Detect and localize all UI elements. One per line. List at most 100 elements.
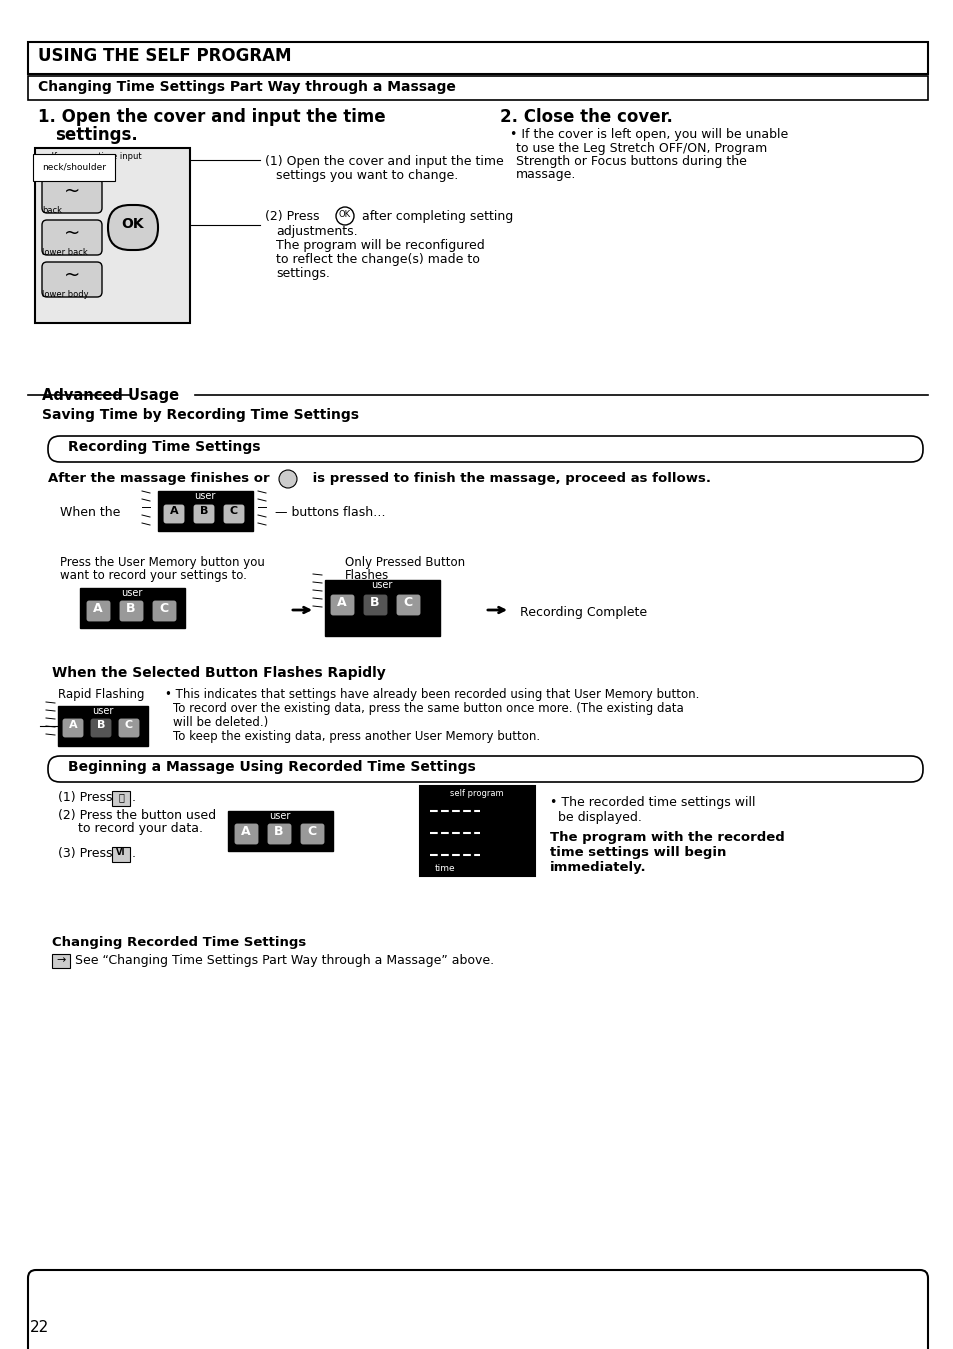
Text: Advanced Usage: Advanced Usage [42, 389, 179, 403]
FancyBboxPatch shape [48, 755, 923, 782]
Text: lower body: lower body [42, 290, 89, 299]
Text: B: B [370, 596, 379, 608]
Text: to use the Leg Stretch OFF/ON, Program: to use the Leg Stretch OFF/ON, Program [516, 142, 766, 155]
Text: C: C [159, 602, 169, 615]
FancyBboxPatch shape [233, 823, 258, 844]
Text: is pressed to finish the massage, proceed as follows.: is pressed to finish the massage, procee… [308, 472, 710, 486]
Text: B: B [126, 602, 135, 615]
Text: When the: When the [60, 506, 120, 519]
Text: massage.: massage. [516, 169, 576, 181]
Bar [419, 786, 535, 876]
Bar [58, 706, 148, 746]
Text: The program will be reconfigured: The program will be reconfigured [275, 239, 484, 252]
Bar [228, 811, 333, 851]
Bar [52, 954, 70, 969]
Text: after completing setting: after completing setting [357, 210, 513, 223]
Text: — buttons flash…: — buttons flash… [274, 506, 385, 519]
Text: Press the User Memory button you: Press the User Memory button you [60, 556, 265, 569]
Text: A: A [69, 720, 77, 730]
FancyBboxPatch shape [90, 718, 112, 738]
Text: Recording Complete: Recording Complete [519, 606, 646, 619]
FancyBboxPatch shape [28, 1269, 927, 1349]
Text: OK: OK [338, 210, 351, 219]
Text: want to record your settings to.: want to record your settings to. [60, 569, 247, 581]
Text: time settings will begin: time settings will begin [550, 846, 725, 859]
Text: (1) Press: (1) Press [58, 791, 116, 804]
FancyBboxPatch shape [108, 205, 158, 250]
Text: B: B [274, 826, 283, 838]
Text: ⏻: ⏻ [118, 792, 124, 803]
Text: to record your data.: to record your data. [58, 822, 203, 835]
Text: ~: ~ [64, 224, 80, 243]
Text: • The recorded time settings will
  be displayed.: • The recorded time settings will be dis… [550, 796, 755, 824]
Text: →: → [56, 955, 66, 965]
Text: self program: self program [450, 789, 503, 799]
Text: 22: 22 [30, 1321, 50, 1336]
FancyBboxPatch shape [163, 505, 185, 523]
Text: To keep the existing data, press another User Memory button.: To keep the existing data, press another… [172, 730, 539, 743]
Text: Beginning a Massage Using Recorded Time Settings: Beginning a Massage Using Recorded Time … [68, 759, 476, 774]
Text: Rapid Flashing: Rapid Flashing [58, 688, 144, 701]
Text: C: C [230, 506, 238, 517]
Text: Saving Time by Recording Time Settings: Saving Time by Recording Time Settings [42, 407, 358, 422]
Text: OK: OK [122, 217, 144, 231]
Bar [112, 791, 130, 805]
Text: lower back: lower back [42, 248, 88, 258]
Text: settings.: settings. [275, 267, 330, 281]
Text: A: A [93, 602, 103, 615]
Text: USING THE SELF PROGRAM: USING THE SELF PROGRAM [38, 47, 292, 65]
Bar [112, 847, 130, 862]
FancyBboxPatch shape [42, 178, 102, 213]
FancyBboxPatch shape [363, 594, 388, 616]
FancyBboxPatch shape [62, 718, 84, 738]
Text: Recording Time Settings: Recording Time Settings [68, 440, 260, 455]
Text: Strength or Focus buttons during the: Strength or Focus buttons during the [516, 155, 746, 169]
Text: When the Selected Button Flashes Rapidly: When the Selected Button Flashes Rapidly [52, 666, 385, 680]
Text: B: B [199, 506, 208, 517]
FancyBboxPatch shape [267, 823, 292, 844]
Text: time: time [435, 863, 456, 873]
Bar [80, 588, 185, 629]
Text: (2) Press the button used: (2) Press the button used [58, 809, 216, 822]
Text: Only Pressed Button: Only Pressed Button [345, 556, 465, 569]
Bar [28, 76, 927, 100]
Text: neck/shoulder: neck/shoulder [42, 163, 106, 173]
Text: Changing Recorded Time Settings: Changing Recorded Time Settings [52, 936, 306, 948]
Text: (3) Press: (3) Press [58, 847, 116, 861]
Bar [158, 491, 253, 532]
Bar [325, 580, 439, 635]
Text: adjustments.: adjustments. [275, 225, 357, 237]
Text: B: B [96, 720, 105, 730]
Text: (1) Open the cover and input the time: (1) Open the cover and input the time [265, 155, 503, 169]
FancyBboxPatch shape [119, 600, 144, 622]
Text: settings you want to change.: settings you want to change. [275, 169, 457, 182]
FancyBboxPatch shape [42, 262, 102, 297]
FancyBboxPatch shape [223, 505, 245, 523]
Circle shape [278, 469, 296, 488]
FancyBboxPatch shape [395, 594, 420, 616]
Text: self program time input: self program time input [42, 152, 141, 161]
FancyBboxPatch shape [299, 823, 325, 844]
Text: Changing Time Settings Part Way through a Massage: Changing Time Settings Part Way through … [38, 80, 456, 94]
Text: • This indicates that settings have already been recorded using that User Memory: • This indicates that settings have alre… [165, 688, 699, 701]
Text: To record over the existing data, press the same button once more. (The existing: To record over the existing data, press … [172, 701, 683, 715]
Text: Flashes: Flashes [345, 569, 389, 581]
Bar [35, 148, 190, 322]
Text: A: A [170, 506, 178, 517]
Text: immediately.: immediately. [550, 861, 646, 874]
Text: user: user [269, 811, 291, 822]
Text: user: user [194, 491, 215, 500]
Text: user: user [121, 588, 143, 598]
Text: C: C [307, 826, 316, 838]
FancyBboxPatch shape [42, 220, 102, 255]
Text: C: C [403, 596, 412, 608]
Text: C: C [125, 720, 132, 730]
Text: settings.: settings. [55, 125, 137, 144]
Text: .: . [132, 791, 136, 804]
Text: A: A [241, 826, 251, 838]
Circle shape [335, 206, 354, 225]
Text: A: A [336, 596, 347, 608]
Text: ~: ~ [64, 266, 80, 285]
Text: The program with the recorded: The program with the recorded [550, 831, 784, 844]
FancyBboxPatch shape [86, 600, 111, 622]
